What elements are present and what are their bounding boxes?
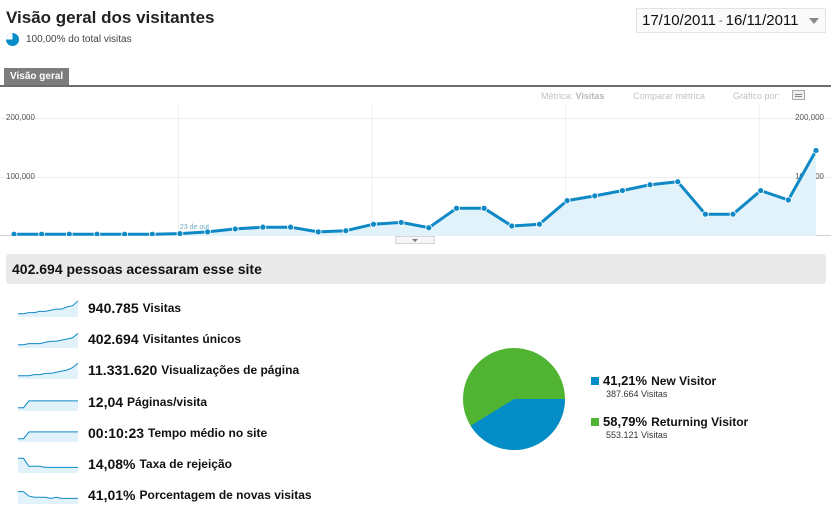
data-point	[148, 230, 156, 236]
returning-visitor-swatch	[591, 417, 599, 426]
returning-visitor-percent: 58,79%	[603, 414, 648, 429]
page-title: Visão geral dos visitantes	[6, 8, 215, 27]
data-point	[729, 210, 737, 218]
sparkline	[18, 333, 78, 349]
y-tick-label-left: 100,000	[6, 172, 35, 181]
sparkline	[18, 363, 78, 380]
visits-series-line	[14, 149, 818, 236]
data-point	[784, 196, 792, 204]
returning-visitor-visits: 553.121 Visitas	[606, 430, 668, 440]
metric-value: 41,01%	[88, 487, 136, 504]
metric-value: 402.694	[88, 331, 139, 348]
metric-label: Visitantes únicos	[142, 332, 242, 347]
data-point	[10, 230, 18, 236]
segment-label: 100,00% do total visitas	[26, 34, 132, 45]
tab-overview[interactable]: Visão geral	[4, 68, 70, 85]
metric-row[interactable]: 00:10:23 Tempo médio no site	[18, 423, 267, 443]
metric-label: Porcentagem de novas visitas	[139, 488, 312, 503]
segment-pie-icon	[6, 33, 19, 46]
segment-indicator[interactable]: 100,00% do total visitas	[6, 33, 132, 46]
metric-value: 11.331.620	[88, 362, 158, 379]
sparkline	[18, 431, 78, 442]
visitor-type-pie-chart[interactable]	[460, 340, 570, 460]
data-point	[231, 225, 239, 233]
data-point	[812, 147, 820, 154]
data-point	[508, 222, 516, 230]
date-end: 16/11/2011	[725, 12, 799, 29]
metric-label: Taxa de rejeição	[139, 457, 232, 471]
data-point	[397, 219, 405, 226]
data-point	[370, 220, 377, 228]
new-visitor-percent: 41,21%	[603, 373, 648, 388]
data-point	[287, 223, 294, 231]
data-point	[619, 187, 626, 194]
date-range-picker[interactable]: 17/10/2011 - 16/11/2011	[636, 8, 826, 33]
data-point	[563, 197, 571, 204]
tab-divider	[0, 85, 831, 87]
data-point	[93, 230, 101, 236]
data-point	[757, 187, 765, 194]
metric-row[interactable]: 11.331.620 Visualizações de página	[18, 360, 299, 380]
new-visitor-label: New Visitor	[651, 373, 717, 388]
graph-by-label: Gráfico por:	[733, 91, 781, 101]
data-point	[176, 230, 184, 236]
data-point	[425, 224, 433, 232]
pie-slice-new-visitor	[470, 399, 565, 451]
metric-value: 12,04	[88, 393, 124, 410]
compare-metric-link[interactable]: Comparar métrica	[633, 91, 706, 101]
metric-value: 14,08%	[88, 456, 136, 472]
x-tick-label: 23 de out	[180, 224, 209, 231]
summary-headline: 402.694 pessoas acessaram esse site	[6, 254, 826, 284]
metric-label: Tempo médio no site	[148, 425, 268, 440]
visits-area	[14, 150, 816, 236]
data-point	[646, 181, 654, 189]
sparkline	[18, 300, 78, 317]
data-point	[65, 230, 73, 236]
metric-label: Visualizações de página	[161, 363, 300, 378]
y-tick-label-left: 200,000	[6, 113, 35, 122]
legend-returning-visitor[interactable]: 58,79% Returning Visitor 553.121 Visitas	[591, 414, 748, 440]
metric-value: 00:10:23	[88, 424, 145, 441]
data-point	[38, 230, 46, 236]
sparkline	[18, 399, 78, 411]
metric-value: 940.785	[88, 300, 139, 316]
new-visitor-swatch	[591, 376, 599, 385]
data-point	[204, 228, 211, 236]
data-point	[480, 204, 488, 212]
metric-row[interactable]: 940.785 Visitas	[18, 298, 181, 318]
legend-new-visitor[interactable]: 41,21% New Visitor 387.664 Visitas	[591, 373, 716, 399]
metric-row[interactable]: 14,08% Taxa de rejeição	[18, 454, 232, 474]
sparkline	[18, 491, 78, 505]
data-point	[674, 178, 682, 186]
sparkline	[18, 457, 78, 473]
metric-label: Visitas	[142, 301, 182, 315]
metric-row[interactable]: 41,01% Porcentagem de novas visitas	[18, 485, 312, 505]
data-point	[259, 223, 267, 231]
data-point	[314, 228, 322, 236]
data-point	[536, 220, 543, 228]
metric-row[interactable]: 12,04 Páginas/visita	[18, 392, 207, 412]
data-point	[342, 227, 350, 235]
dropdown-arrow-icon[interactable]	[809, 18, 819, 24]
metric-label: Páginas/visita	[127, 394, 208, 409]
data-point	[121, 230, 129, 236]
new-visitor-visits: 387.664 Visitas	[606, 389, 668, 399]
metric-row[interactable]: 402.694 Visitantes únicos	[18, 329, 241, 349]
date-start: 17/10/2011	[642, 12, 716, 29]
date-separator: -	[718, 14, 723, 27]
metric-selector[interactable]: Métrica: Visitas	[541, 91, 604, 101]
y-tick-label-right: 200,000	[795, 113, 824, 122]
metric-value: Visitas	[575, 91, 605, 101]
data-point	[701, 210, 709, 218]
metric-prefix: Métrica:	[541, 91, 574, 101]
data-point	[591, 192, 599, 200]
data-point	[453, 204, 460, 212]
chart-expand-handle[interactable]	[395, 236, 435, 244]
graph-by-icon[interactable]	[792, 90, 805, 100]
returning-visitor-label: Returning Visitor	[651, 414, 749, 429]
